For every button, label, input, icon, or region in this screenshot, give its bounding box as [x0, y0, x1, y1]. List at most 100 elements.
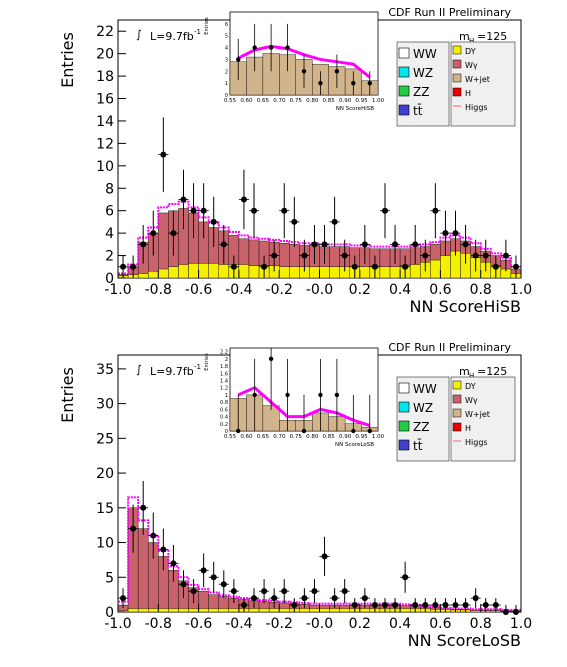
- x-tick-label: 0.8: [470, 616, 492, 632]
- inset-x-tick-label: 0.55: [224, 434, 237, 440]
- data-point: [220, 581, 227, 588]
- legend-swatch: [452, 45, 462, 55]
- legend-label: Wγ: [465, 396, 478, 405]
- dy-bar: [440, 255, 451, 279]
- data-point: [472, 252, 479, 259]
- y-tick-label: 35: [96, 362, 114, 378]
- inset-data-point: [301, 69, 307, 74]
- inset-x-tick-label: 0.75: [290, 434, 303, 440]
- data-point: [412, 602, 419, 609]
- x-tick-label: -1.0: [104, 616, 131, 632]
- data-point: [261, 588, 268, 595]
- x-tick-label: -0.6: [185, 616, 212, 632]
- inset-x-axis-title: NN ScoreHiSB: [336, 106, 375, 112]
- inset-y-tick-label: 0.6: [220, 407, 228, 413]
- legend-label: WZ: [413, 401, 433, 415]
- data-point: [392, 241, 399, 248]
- legend-label: WZ: [413, 66, 433, 80]
- inset-x-tick-label: 0.90: [339, 98, 352, 104]
- data-point: [311, 241, 318, 248]
- legend-label: ZZ: [413, 420, 429, 434]
- y-tick-label: 10: [96, 159, 114, 175]
- y-tick-label: 16: [96, 92, 114, 108]
- data-point: [472, 595, 479, 602]
- dy-bar: [148, 271, 159, 279]
- data-point: [271, 252, 278, 259]
- data-point: [502, 609, 509, 615]
- inset-data-point: [252, 392, 257, 398]
- data-point: [281, 588, 288, 595]
- data-point: [140, 241, 147, 248]
- inset-data-point: [252, 45, 257, 50]
- lumi-sup: -1: [194, 28, 201, 36]
- legend-swatch: [452, 422, 462, 432]
- lumi-label: L=9.7fb: [150, 30, 194, 43]
- inset: 00.20.4 0.60.811.2 1.41.61.822.2 0.55 0.60 0.…: [204, 347, 385, 448]
- inset-x-tick-label: 0.95: [355, 98, 368, 104]
- x-tick-label: 0.2: [349, 616, 371, 632]
- dy-bar: [470, 610, 481, 613]
- dy-bar: [309, 608, 320, 613]
- inset-x-tick-label: 0.75: [290, 98, 303, 104]
- data-point: [341, 252, 348, 259]
- data-point: [371, 602, 378, 609]
- data-point: [341, 588, 348, 595]
- legend-label: tt̄: [413, 439, 423, 453]
- legend: WW WZ ZZ tt̄ DY Wγ W+jet H Higgs: [396, 376, 516, 462]
- inset-data-point: [268, 45, 274, 50]
- y-axis-title: Entries: [58, 367, 77, 423]
- data-point: [160, 546, 167, 553]
- data-point: [291, 218, 298, 225]
- dy-bar: [248, 265, 260, 279]
- legend-label: W+jet: [465, 410, 490, 419]
- data-point: [200, 567, 207, 574]
- inset-data-point: [285, 392, 290, 398]
- chart-title: CDF Run II Preliminary: [388, 341, 511, 354]
- data-point: [482, 602, 489, 609]
- mass-value: =125: [477, 365, 507, 378]
- inset-y-tick-label: 1.4: [220, 378, 228, 384]
- inset-x-tick-label: 0.65: [257, 434, 270, 440]
- data-point: [321, 241, 328, 248]
- inset-data-point: [367, 80, 372, 86]
- data-point: [422, 252, 429, 259]
- data-point: [492, 263, 499, 270]
- inset-x-tick-label: 0.85: [323, 434, 336, 440]
- data-point: [512, 609, 519, 615]
- dy-bar: [319, 266, 330, 279]
- inset-x-axis-title: NN ScoreLoSB: [335, 442, 374, 448]
- y-tick-label: 0: [105, 605, 114, 621]
- y-tick-label: 10: [96, 536, 114, 552]
- data-point: [251, 207, 258, 214]
- legend-label: DY: [465, 382, 476, 391]
- data-point: [502, 252, 509, 259]
- inset-data-point: [351, 428, 356, 434]
- data-point: [240, 196, 247, 203]
- dy-bar: [389, 266, 401, 279]
- mass-value: =125: [477, 30, 507, 43]
- dy-bar: [158, 268, 169, 279]
- dy-bar: [178, 264, 189, 279]
- y-tick-label: 2: [105, 249, 114, 265]
- y-tick-label: 25: [96, 431, 114, 447]
- dy-bar: [379, 266, 391, 279]
- dy-bar: [188, 263, 199, 279]
- data-point: [170, 230, 177, 237]
- data-point: [381, 602, 388, 609]
- dy-bar: [168, 266, 179, 279]
- inset-x-tick-label: 0.60: [240, 98, 253, 104]
- legend-swatch: [398, 420, 410, 432]
- data-point: [210, 574, 217, 581]
- legend-swatch: [398, 439, 410, 451]
- data-point: [301, 252, 308, 259]
- data-point: [462, 602, 469, 609]
- inset-x-tick-label: 0.80: [306, 98, 319, 104]
- y-tick-label: 20: [96, 466, 114, 482]
- inset-y-tick-label: 2: [225, 357, 228, 363]
- inset-y-tick-label: 1: [225, 81, 228, 87]
- data-point: [371, 263, 378, 270]
- dy-bar: [339, 608, 350, 613]
- data-point: [381, 207, 388, 214]
